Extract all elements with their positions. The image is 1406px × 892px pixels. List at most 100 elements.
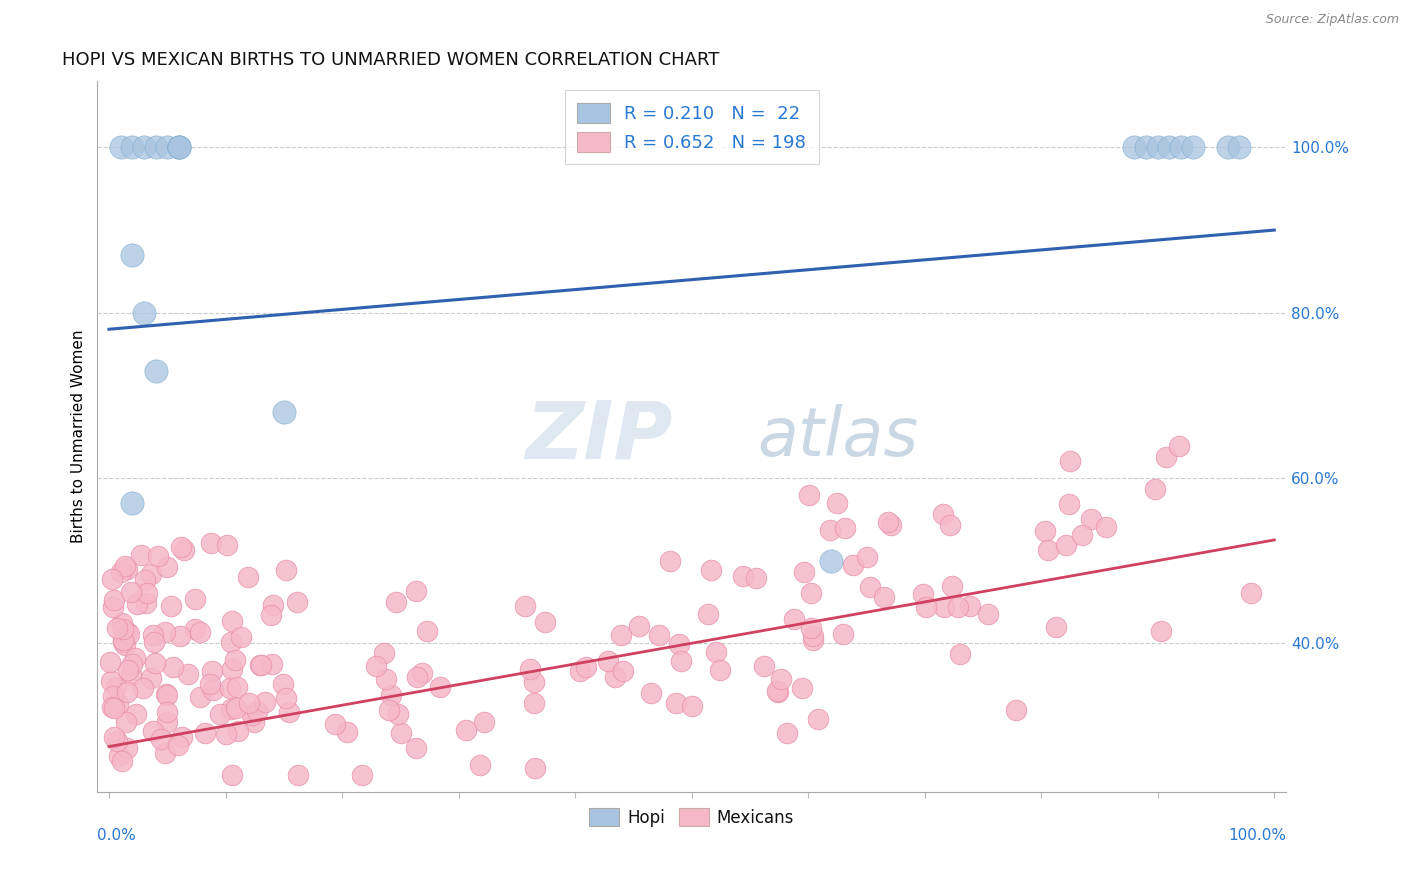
Point	[117, 625, 139, 640]
Point	[697, 607, 720, 621]
Point	[523, 675, 546, 690]
Point	[416, 624, 439, 638]
Point	[271, 677, 294, 691]
Point	[800, 621, 823, 635]
Point	[201, 683, 224, 698]
Point	[188, 625, 211, 640]
Point	[121, 140, 143, 154]
Point	[167, 738, 190, 752]
Point	[704, 645, 727, 659]
Point	[156, 560, 179, 574]
Point	[803, 633, 825, 648]
Point	[132, 140, 155, 154]
Point	[801, 629, 824, 643]
Point	[225, 700, 247, 714]
Point	[825, 496, 848, 510]
Point	[238, 570, 260, 584]
Point	[132, 306, 155, 320]
Point	[221, 662, 243, 676]
Point	[568, 664, 591, 678]
Point	[150, 731, 173, 746]
Point	[668, 637, 690, 651]
Legend: Hopi, Mexicans: Hopi, Mexicans	[582, 801, 801, 833]
Point	[131, 681, 153, 695]
Point	[142, 628, 165, 642]
Point	[932, 507, 955, 521]
Point	[115, 740, 138, 755]
Point	[793, 566, 815, 580]
Point	[648, 628, 671, 642]
Point	[145, 363, 167, 377]
Point	[934, 599, 956, 614]
Point	[278, 705, 301, 719]
Point	[842, 558, 865, 572]
Point	[776, 726, 799, 740]
Point	[107, 698, 129, 712]
Point	[855, 550, 877, 565]
Point	[145, 140, 167, 154]
Point	[162, 660, 184, 674]
Point	[323, 717, 346, 731]
Point	[131, 548, 153, 562]
Point	[134, 573, 156, 587]
Point	[285, 594, 308, 608]
Text: Source: ZipAtlas.com: Source: ZipAtlas.com	[1265, 13, 1399, 27]
Point	[1168, 439, 1191, 453]
Point	[818, 523, 841, 537]
Point	[790, 681, 813, 695]
Point	[799, 488, 821, 502]
Point	[125, 706, 148, 721]
Point	[170, 730, 193, 744]
Point	[1216, 140, 1239, 154]
Point	[405, 584, 427, 599]
Point	[387, 707, 409, 722]
Point	[219, 702, 242, 716]
Point	[575, 660, 598, 674]
Point	[1143, 482, 1166, 496]
Point	[820, 553, 842, 567]
Point	[110, 565, 132, 579]
Point	[274, 690, 297, 705]
Point	[105, 622, 128, 636]
Point	[156, 140, 179, 154]
Point	[1005, 703, 1028, 717]
Point	[101, 699, 124, 714]
Point	[219, 635, 242, 649]
Point	[117, 627, 139, 641]
Point	[273, 405, 295, 419]
Point	[167, 140, 190, 154]
Point	[121, 248, 143, 262]
Point	[612, 664, 634, 678]
Point	[170, 541, 193, 555]
Point	[169, 629, 191, 643]
Point	[120, 584, 142, 599]
Point	[1059, 454, 1081, 468]
Point	[159, 599, 181, 613]
Point	[114, 638, 136, 652]
Point	[914, 599, 936, 614]
Point	[274, 563, 297, 577]
Point	[260, 657, 283, 671]
Point	[115, 714, 138, 729]
Point	[523, 696, 546, 710]
Point	[156, 714, 179, 729]
Point	[456, 723, 478, 738]
Point	[1095, 520, 1118, 534]
Point	[219, 681, 242, 695]
Point	[519, 662, 541, 676]
Point	[208, 706, 231, 721]
Point	[103, 700, 125, 714]
Point	[243, 715, 266, 730]
Point	[352, 768, 374, 782]
Point	[628, 619, 651, 633]
Point	[287, 768, 309, 782]
Point	[603, 670, 626, 684]
Point	[939, 518, 962, 533]
Point	[215, 727, 238, 741]
Point	[142, 635, 165, 649]
Point	[156, 689, 179, 703]
Point	[472, 714, 495, 729]
Point	[640, 686, 662, 700]
Point	[533, 615, 555, 629]
Point	[1080, 512, 1102, 526]
